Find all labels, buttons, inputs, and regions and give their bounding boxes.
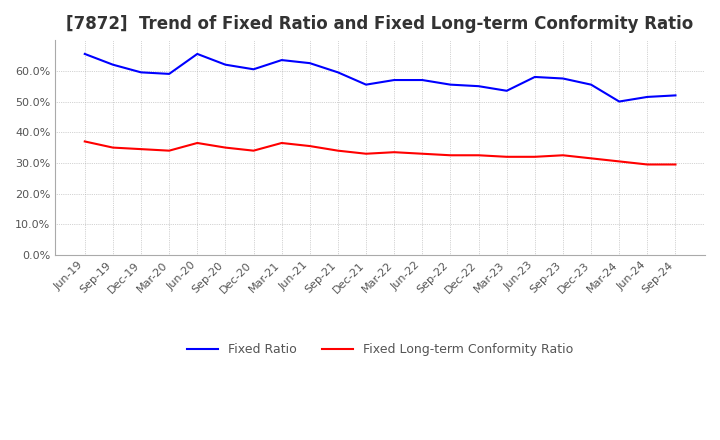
Fixed Long-term Conformity Ratio bbox=[615, 159, 624, 164]
Fixed Ratio bbox=[390, 77, 398, 83]
Fixed Long-term Conformity Ratio bbox=[587, 156, 595, 161]
Fixed Long-term Conformity Ratio bbox=[305, 143, 314, 149]
Fixed Long-term Conformity Ratio bbox=[221, 145, 230, 150]
Fixed Ratio bbox=[193, 51, 202, 57]
Fixed Ratio bbox=[418, 77, 427, 83]
Fixed Ratio bbox=[109, 62, 117, 67]
Fixed Long-term Conformity Ratio bbox=[165, 148, 174, 153]
Fixed Long-term Conformity Ratio bbox=[333, 148, 342, 153]
Fixed Long-term Conformity Ratio bbox=[137, 147, 145, 152]
Fixed Ratio bbox=[361, 82, 370, 87]
Line: Fixed Ratio: Fixed Ratio bbox=[85, 54, 675, 102]
Fixed Long-term Conformity Ratio bbox=[671, 162, 680, 167]
Fixed Long-term Conformity Ratio bbox=[249, 148, 258, 153]
Fixed Ratio bbox=[531, 74, 539, 80]
Fixed Long-term Conformity Ratio bbox=[81, 139, 89, 144]
Fixed Ratio bbox=[615, 99, 624, 104]
Fixed Ratio bbox=[474, 84, 483, 89]
Fixed Ratio bbox=[333, 70, 342, 75]
Fixed Ratio bbox=[221, 62, 230, 67]
Legend: Fixed Ratio, Fixed Long-term Conformity Ratio: Fixed Ratio, Fixed Long-term Conformity … bbox=[182, 337, 578, 361]
Fixed Long-term Conformity Ratio bbox=[193, 140, 202, 146]
Fixed Long-term Conformity Ratio bbox=[446, 153, 455, 158]
Title: [7872]  Trend of Fixed Ratio and Fixed Long-term Conformity Ratio: [7872] Trend of Fixed Ratio and Fixed Lo… bbox=[66, 15, 694, 33]
Fixed Ratio bbox=[305, 61, 314, 66]
Fixed Long-term Conformity Ratio bbox=[418, 151, 427, 156]
Fixed Ratio bbox=[587, 82, 595, 87]
Fixed Ratio bbox=[559, 76, 567, 81]
Fixed Long-term Conformity Ratio bbox=[277, 140, 286, 146]
Fixed Ratio bbox=[137, 70, 145, 75]
Fixed Long-term Conformity Ratio bbox=[109, 145, 117, 150]
Fixed Long-term Conformity Ratio bbox=[474, 153, 483, 158]
Fixed Ratio bbox=[165, 71, 174, 77]
Fixed Ratio bbox=[643, 94, 652, 99]
Fixed Ratio bbox=[671, 93, 680, 98]
Fixed Long-term Conformity Ratio bbox=[559, 153, 567, 158]
Fixed Ratio bbox=[503, 88, 511, 93]
Fixed Long-term Conformity Ratio bbox=[531, 154, 539, 159]
Fixed Long-term Conformity Ratio bbox=[390, 150, 398, 155]
Fixed Long-term Conformity Ratio bbox=[361, 151, 370, 156]
Fixed Long-term Conformity Ratio bbox=[503, 154, 511, 159]
Fixed Ratio bbox=[446, 82, 455, 87]
Line: Fixed Long-term Conformity Ratio: Fixed Long-term Conformity Ratio bbox=[85, 141, 675, 165]
Fixed Ratio bbox=[249, 66, 258, 72]
Fixed Long-term Conformity Ratio bbox=[643, 162, 652, 167]
Fixed Ratio bbox=[277, 58, 286, 63]
Fixed Ratio bbox=[81, 51, 89, 57]
